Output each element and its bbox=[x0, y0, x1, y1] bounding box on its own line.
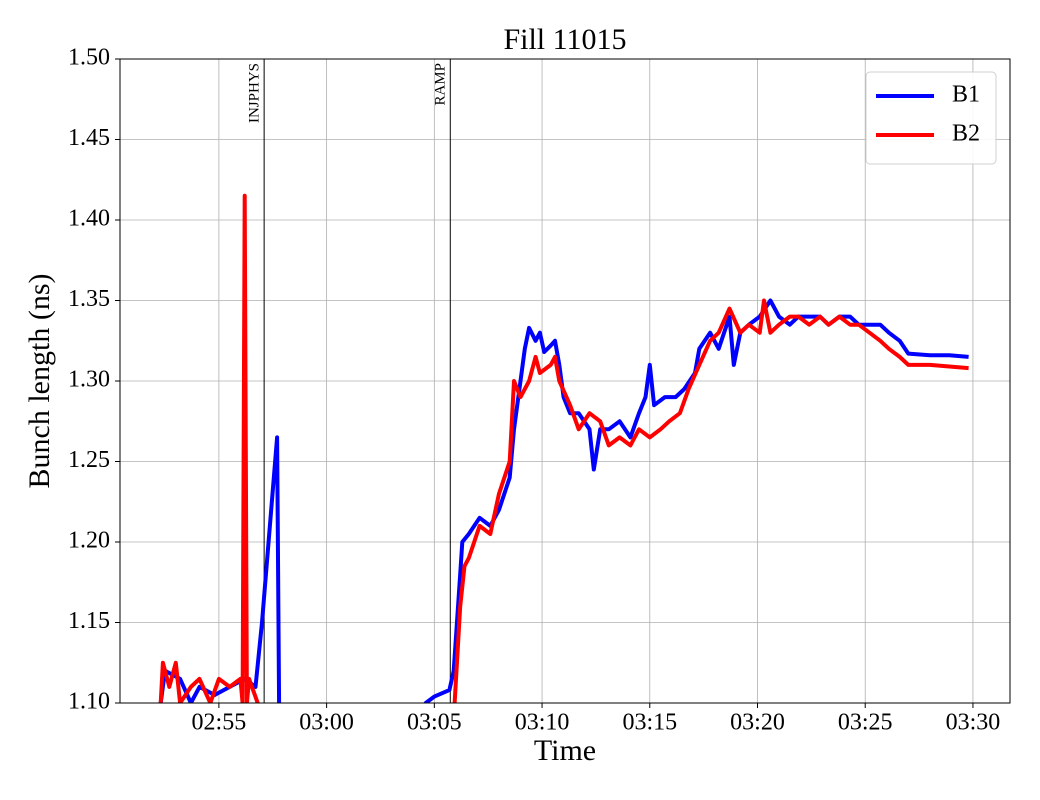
y-tick-label: 1.10 bbox=[68, 689, 110, 715]
x-tick-label: 02:55 bbox=[192, 710, 247, 736]
x-tick-label: 03:15 bbox=[622, 710, 677, 736]
x-tick-label: 03:05 bbox=[407, 710, 462, 736]
x-tick-label: 03:25 bbox=[838, 710, 893, 736]
frame bbox=[119, 58, 1011, 704]
plot-area bbox=[158, 193, 969, 703]
legend-label: B2 bbox=[952, 121, 980, 147]
chart-title: Fill 11015 bbox=[503, 23, 626, 56]
event-label: INJPHYS bbox=[247, 63, 263, 123]
x-tick-label: 03:10 bbox=[515, 710, 570, 736]
y-tick-label: 1.45 bbox=[68, 125, 110, 151]
y-tick-label: 1.30 bbox=[68, 367, 110, 393]
y-tick-label: 1.35 bbox=[68, 286, 110, 312]
data-line bbox=[158, 298, 969, 703]
y-tick-label: 1.20 bbox=[68, 528, 110, 554]
event-label: RAMP bbox=[433, 63, 449, 106]
y-tick-label: 1.15 bbox=[68, 608, 110, 634]
x-tick-label: 03:20 bbox=[730, 710, 785, 736]
x-tick-label: 03:30 bbox=[946, 710, 1001, 736]
y-tick-label: 1.40 bbox=[68, 206, 110, 232]
x-axis-label: Time bbox=[534, 734, 596, 767]
x-tick-label: 03:00 bbox=[299, 710, 354, 736]
y-axis-label: Bunch length (ns) bbox=[23, 274, 56, 489]
data-line bbox=[158, 193, 969, 703]
legend-label: B1 bbox=[952, 82, 980, 108]
y-tick-label: 1.50 bbox=[68, 45, 110, 71]
y-tick-label: 1.25 bbox=[68, 447, 110, 473]
